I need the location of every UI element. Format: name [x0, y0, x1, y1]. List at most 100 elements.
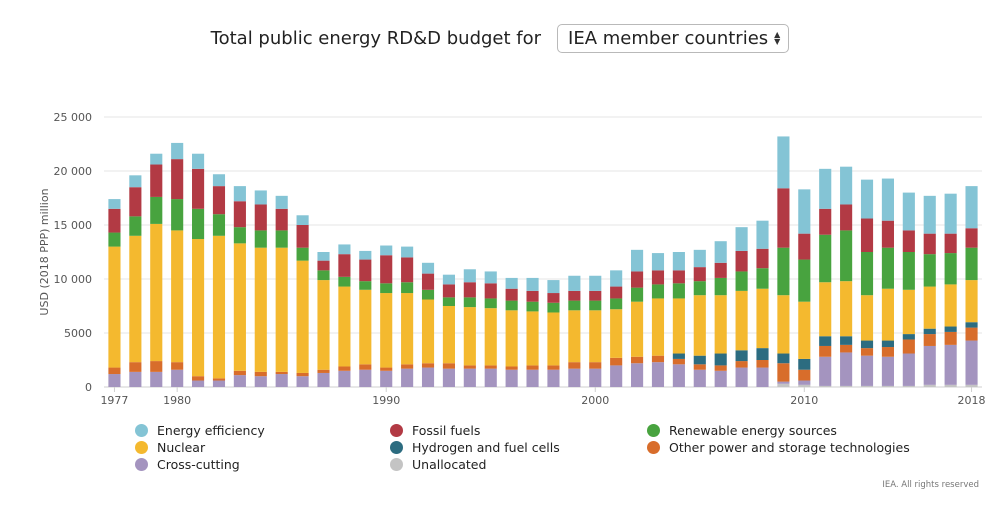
bar-segment-nuclear: [672, 298, 685, 354]
bar-segment-hydrogen: [944, 326, 957, 332]
x-tick-label: 2000: [581, 394, 609, 407]
bar-segment-nuclear: [171, 230, 184, 363]
bar-segment-fossil-fuels: [254, 204, 267, 231]
bar-segment-energy-efficiency: [233, 186, 246, 202]
bar-segment-nuclear: [881, 288, 894, 341]
bar-segment-renewables: [296, 247, 309, 261]
bar-segment-fossil-fuels: [359, 259, 372, 282]
bar-segment-fossil-fuels: [735, 250, 748, 272]
bar-segment-nuclear: [965, 280, 978, 323]
bar-segment-cross-cutting: [150, 371, 163, 387]
bar-segment-energy-efficiency: [819, 168, 832, 209]
bar-segment-energy-efficiency: [651, 253, 665, 271]
bar-segment-other-power: [631, 356, 644, 364]
bar-segment-nuclear: [212, 235, 226, 379]
bar-segment-nuclear: [108, 246, 121, 368]
x-tick-label: 1990: [372, 394, 400, 407]
bar-segment-cross-cutting: [212, 380, 226, 387]
bar-segment-nuclear: [589, 310, 602, 363]
bar-segment-renewables: [777, 247, 790, 296]
bar-segment-energy-efficiency: [965, 186, 978, 229]
bar-segment-energy-efficiency: [526, 277, 539, 291]
x-tick-label: 2010: [790, 394, 818, 407]
bar-segment-other-power: [798, 369, 811, 381]
bar-segment-renewables: [610, 298, 623, 310]
legend-item-unallocated[interactable]: Unallocated: [390, 457, 486, 472]
bar-segment-cross-cutting: [819, 356, 832, 386]
bar-segment-renewables: [568, 300, 581, 311]
bar-segment-cross-cutting: [129, 371, 142, 387]
bar-segment-energy-efficiency: [881, 178, 894, 221]
bar-segment-unallocated: [840, 385, 853, 387]
bar-segment-energy-efficiency: [421, 262, 435, 274]
bar-segment-nuclear: [275, 247, 288, 372]
bar-segment-renewables: [923, 254, 936, 287]
bar-segment-fossil-fuels: [401, 257, 414, 283]
legend-swatch-icon: [647, 424, 660, 437]
bar-segment-fossil-fuels: [777, 188, 790, 248]
bar-segment-cross-cutting: [923, 345, 936, 385]
legend-item-other-power[interactable]: Other power and storage technologies: [647, 440, 910, 455]
bar-segment-renewables: [338, 276, 351, 287]
bar-segment-renewables: [860, 252, 874, 296]
legend-item-fossil-fuels[interactable]: Fossil fuels: [390, 423, 480, 438]
bar-segment-unallocated: [777, 383, 790, 387]
bar-segment-unallocated: [819, 385, 832, 387]
bar-segment-cross-cutting: [672, 364, 685, 387]
bar-segment-fossil-fuels: [129, 187, 142, 217]
bar-segment-nuclear: [923, 286, 936, 329]
bar-segment-cross-cutting: [192, 380, 205, 387]
bar-segment-unallocated: [923, 384, 936, 387]
bar-segment-other-power: [881, 347, 894, 357]
bar-segment-energy-efficiency: [672, 252, 685, 271]
bar-segment-cross-cutting: [359, 369, 372, 387]
bar-segment-renewables: [108, 232, 121, 247]
bar-segment-nuclear: [233, 243, 246, 371]
bar-segment-energy-efficiency: [589, 275, 602, 291]
bar-segment-unallocated: [860, 385, 874, 387]
region-select[interactable]: IEA member countries ▲ ▼: [557, 23, 790, 53]
legend-swatch-icon: [135, 441, 148, 454]
bar-segment-cross-cutting: [547, 369, 560, 387]
bar-segment-energy-efficiency: [902, 192, 915, 231]
bar-segment-fossil-fuels: [798, 233, 811, 260]
bar-segment-fossil-fuels: [902, 230, 915, 252]
bar-segment-fossil-fuels: [965, 228, 978, 248]
y-tick-label: 20 000: [54, 165, 93, 178]
bar-segment-other-power: [693, 364, 706, 370]
legend-item-cross-cutting[interactable]: Cross-cutting: [135, 457, 240, 472]
bar-segment-other-power: [526, 365, 539, 370]
bar-segment-nuclear: [505, 310, 518, 367]
bar-segment-cross-cutting: [526, 369, 539, 387]
bar-segment-nuclear: [401, 293, 414, 365]
bar-segment-cross-cutting: [881, 356, 894, 386]
bar-segment-hydrogen: [902, 334, 915, 340]
bar-segment-other-power: [777, 363, 790, 382]
bar-segment-energy-efficiency: [254, 190, 267, 205]
legend-label: Energy efficiency: [157, 423, 265, 438]
legend-item-energy-efficiency[interactable]: Energy efficiency: [135, 423, 265, 438]
bar-segment-nuclear: [359, 289, 372, 365]
bar-segment-nuclear: [610, 309, 623, 358]
bar-segment-fossil-fuels: [589, 290, 602, 301]
bar-segment-fossil-fuels: [568, 290, 581, 301]
bar-segment-cross-cutting: [338, 370, 351, 387]
bar-segment-cross-cutting: [254, 376, 267, 387]
bar-segment-renewables: [129, 216, 142, 236]
bar-segment-cross-cutting: [714, 370, 727, 387]
bar-segment-renewables: [965, 247, 978, 281]
bar-segment-fossil-fuels: [463, 282, 476, 298]
bar-segment-cross-cutting: [651, 362, 665, 387]
bar-segment-energy-efficiency: [150, 153, 163, 165]
legend-swatch-icon: [390, 458, 403, 471]
legend-item-hydrogen[interactable]: Hydrogen and fuel cells: [390, 440, 560, 455]
bar-segment-energy-efficiency: [296, 215, 309, 225]
chart-header: Total public energy RD&D budget for IEA …: [0, 22, 1000, 54]
bar-segment-fossil-fuels: [714, 262, 727, 278]
bar-segment-cross-cutting: [756, 367, 769, 387]
bar-segment-energy-efficiency: [631, 249, 644, 272]
legend-item-renewables[interactable]: Renewable energy sources: [647, 423, 837, 438]
bar-segment-fossil-fuels: [212, 186, 226, 215]
legend-item-nuclear[interactable]: Nuclear: [135, 440, 205, 455]
bar-segment-fossil-fuels: [505, 288, 518, 301]
